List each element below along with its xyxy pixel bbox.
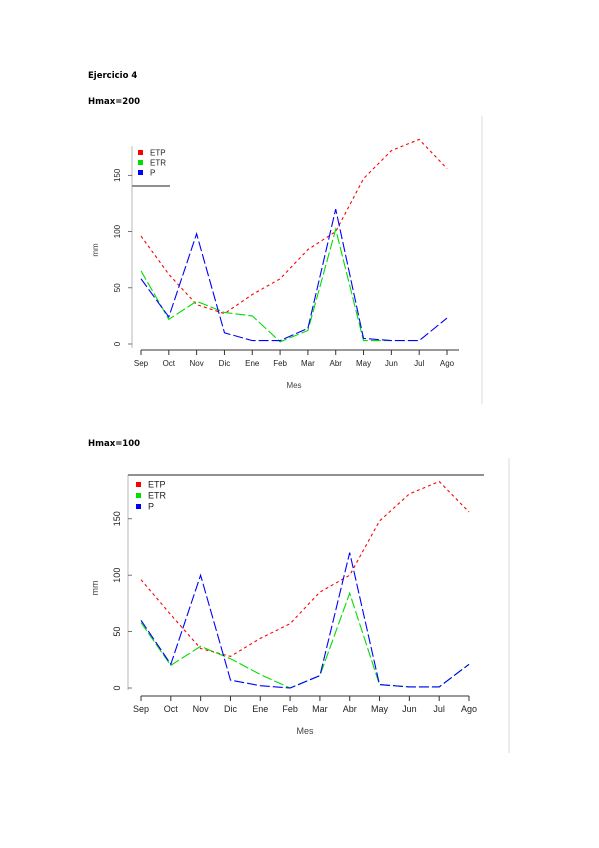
- legend-swatch-p: [138, 170, 143, 175]
- y-tick-label: 0: [113, 341, 122, 346]
- legend-label-etp: ETP: [150, 149, 166, 158]
- chart-hmax-200: Sep Oct Nov Dic Ene Feb Mar Abr May Jun Jul Ago Mes 0…: [86, 116, 481, 404]
- x-tick-label: Mar: [301, 359, 315, 368]
- y-axis-label: mm: [91, 243, 100, 257]
- y-axis-label: mm: [90, 581, 100, 596]
- legend-swatch-etr: [138, 160, 143, 165]
- x-tick-label: Ene: [245, 359, 260, 368]
- legend-swatch-etp: [136, 482, 141, 487]
- x-tick-label: Jun: [402, 704, 417, 714]
- x-tick-label: Feb: [273, 359, 287, 368]
- x-tick-label: Abr: [343, 704, 357, 714]
- legend-swatch-etp: [138, 150, 143, 155]
- x-tick-label: Oct: [163, 359, 176, 368]
- x-tick-label: Feb: [282, 704, 298, 714]
- x-tick-label: May: [356, 359, 371, 368]
- x-tick-label: Oct: [164, 704, 179, 714]
- x-tick-label: Jul: [433, 704, 445, 714]
- x-tick-label: Jul: [414, 359, 424, 368]
- x-tick-label: Ago: [461, 704, 477, 714]
- y-tick-label: 50: [113, 283, 122, 292]
- x-tick-label: Jun: [385, 359, 398, 368]
- y-tick-label: 0: [112, 685, 122, 690]
- legend-label-p: P: [148, 502, 154, 512]
- y-tick-label: 100: [112, 568, 122, 583]
- x-tick-label: May: [371, 704, 389, 714]
- chart-hmax-100-svg: Sep Oct Nov Dic Ene Feb Mar Abr May Jun Jul Ago Mes 0…: [90, 474, 484, 736]
- series-line-etr: [140, 227, 392, 343]
- series-line-p: [140, 552, 470, 689]
- x-axis-label: Mes: [296, 726, 314, 736]
- legend-swatch-etr: [136, 493, 141, 498]
- x-tick-label: Dic: [219, 359, 231, 368]
- x-tick-label: Ene: [252, 704, 268, 714]
- x-tick-label: Sep: [133, 704, 149, 714]
- x-axis-label: Mes: [286, 381, 301, 390]
- figure-edge: [481, 116, 483, 404]
- y-tick-label: 150: [112, 511, 122, 526]
- legend-label-etr: ETR: [148, 491, 167, 501]
- figure-edge: [508, 458, 510, 753]
- legend-label-etr: ETR: [150, 159, 166, 168]
- x-tick-label: Mar: [312, 704, 328, 714]
- x-tick-label: Nov: [193, 704, 210, 714]
- y-tick-label: 100: [113, 224, 122, 238]
- x-tick-label: Abr: [330, 359, 343, 368]
- y-tick-label: 150: [113, 168, 122, 182]
- chart-hmax-100: Sep Oct Nov Dic Ene Feb Mar Abr May Jun Jul Ago Mes 0…: [86, 458, 510, 758]
- x-tick-label: Ago: [440, 359, 455, 368]
- exercise-title: Ejercicio 4: [88, 71, 138, 81]
- section-heading-hmax-200: Hmax=200: [88, 97, 141, 107]
- series-line-etp: [140, 138, 448, 315]
- legend-swatch-p: [136, 504, 141, 509]
- y-tick-label: 50: [112, 627, 122, 637]
- legend-label-etp: ETP: [148, 480, 166, 490]
- legend-label-p: P: [150, 169, 155, 178]
- x-tick-label: Sep: [134, 359, 149, 368]
- x-tick-label: Nov: [190, 359, 204, 368]
- chart-hmax-200-svg: Sep Oct Nov Dic Ene Feb Mar Abr May Jun Jul Ago Mes 0…: [91, 138, 459, 390]
- series-line-p: [140, 208, 448, 342]
- section-heading-hmax-100: Hmax=100: [88, 439, 141, 449]
- x-tick-label: Dic: [224, 704, 237, 714]
- series-line-etp: [140, 480, 470, 657]
